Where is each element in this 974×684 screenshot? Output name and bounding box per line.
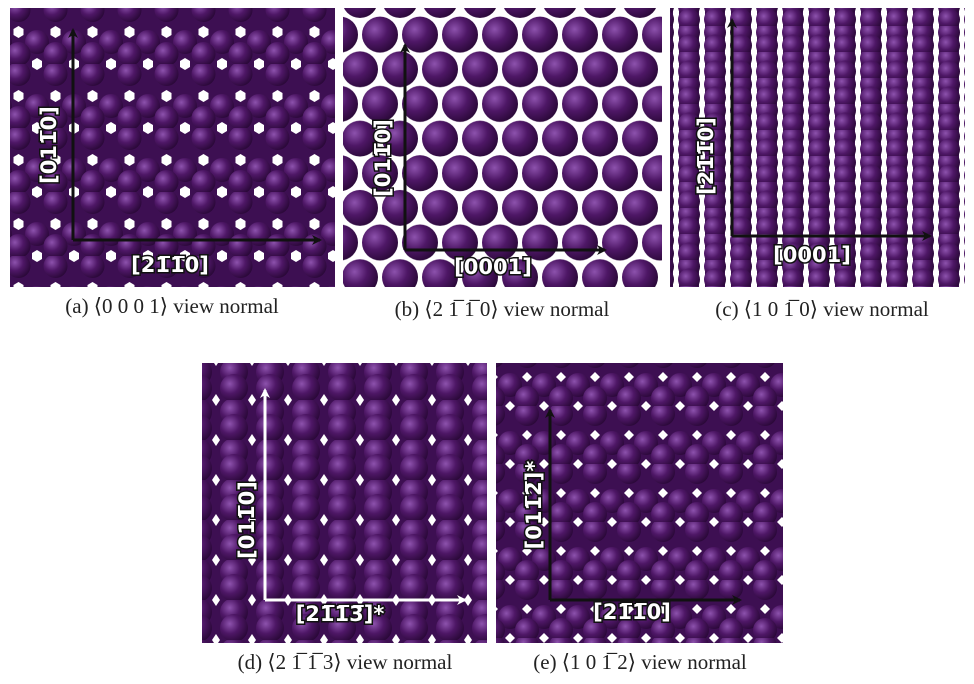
x-direction-label: [21̅1̅0] [593, 600, 671, 624]
y-direction-label: [011̅2̅]* [522, 461, 546, 550]
x-direction-label: [0001] [773, 243, 851, 267]
panel: [0001] [21̅1̅0] (c) ⟨1 0 1̅ 0⟩ view normal [670, 8, 965, 321]
panel: [21̅1̅0] [011̅2̅]* (e) ⟨1 0 1̅ 2⟩ view nor… [496, 363, 783, 674]
caption: (c) ⟨1 0 1̅ 0⟩ view normal [715, 297, 929, 321]
caption: (b) ⟨2 1̅ 1̅ 0⟩ view normal [395, 297, 610, 321]
y-direction-label: [011̅0] [235, 481, 259, 559]
y-direction-label: [011̅0] [371, 119, 395, 197]
caption: (e) ⟨1 0 1̅ 2⟩ view normal [533, 650, 747, 674]
x-direction-label: [21̅1̅0] [131, 253, 209, 277]
caption: (d) ⟨2 1̅ 1̅ 3⟩ view normal [238, 650, 453, 674]
panel: [21̅1̅0] [011̅0] (a) ⟨0 0 0 1⟩ view normal [10, 8, 335, 318]
caption: (a) ⟨0 0 0 1⟩ view normal [65, 294, 279, 318]
x-direction-label: [21̅1̅3̅]* [296, 602, 385, 626]
y-direction-label: [21̅1̅0] [694, 117, 718, 195]
figure: [21̅1̅0] [011̅0] (a) ⟨0 0 0 1⟩ view normal… [0, 0, 974, 684]
panel: [0001] [011̅0] (b) ⟨2 1̅ 1̅ 0⟩ view normal [343, 8, 662, 321]
y-direction-label: [011̅0] [37, 106, 61, 184]
panel: [21̅1̅3̅]* [011̅0] (d) ⟨2 1̅ 1̅ 3⟩ view no… [202, 363, 487, 674]
x-direction-label: [0001] [454, 255, 532, 279]
